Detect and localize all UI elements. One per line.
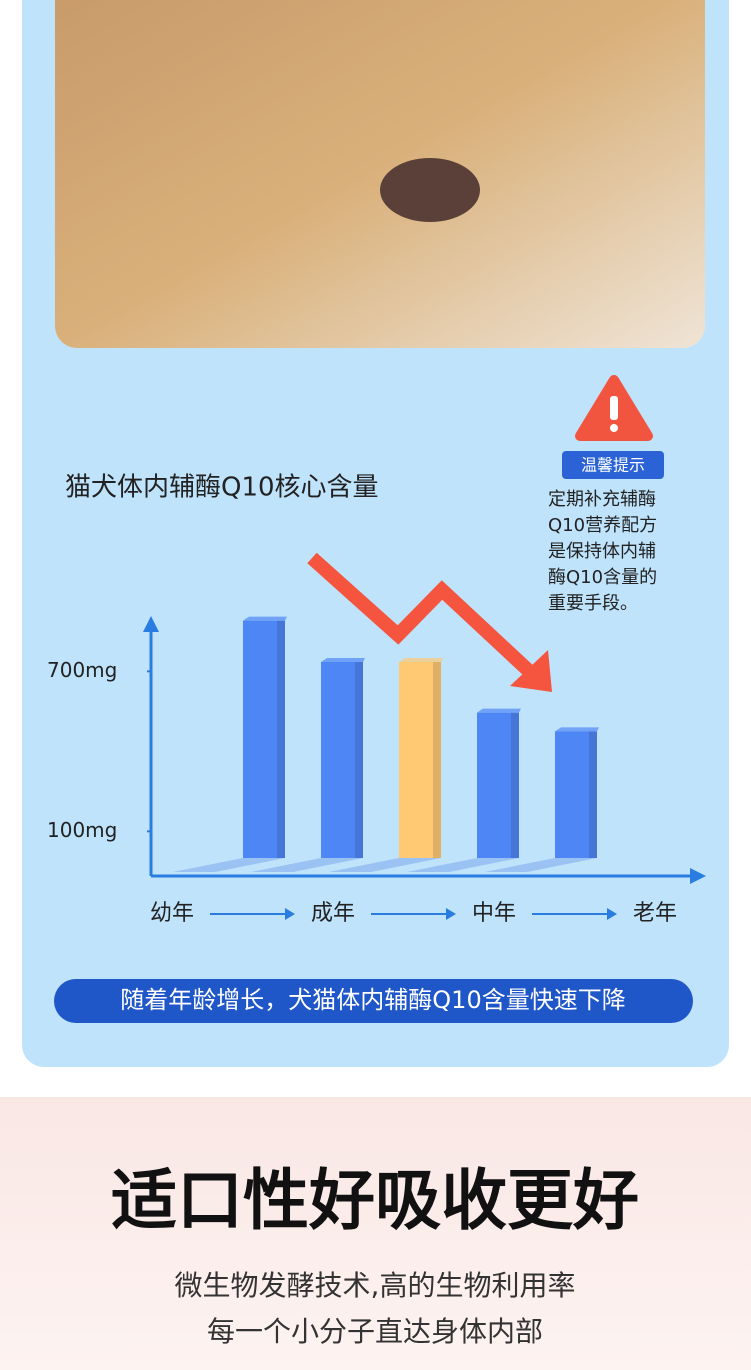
bar [399,662,441,858]
bar-side [355,662,363,858]
y-tick-label: 100mg [47,818,117,842]
chart: 100mg 700mg 幼年 成年 中年 老年 定期补充辅酶 Q10营养配方是保持体内辅酶Q1… [47,489,677,926]
note-line: 定期补充辅酶 [548,489,656,510]
section-title: 适口性好吸收更好 [111,1162,639,1239]
bar-cap [477,708,521,713]
section-bg [0,1097,751,1370]
note-line: Q10营养配方 [548,515,657,536]
stage-arrowhead [285,908,295,920]
bar-side [277,620,285,858]
chart-title: 猫犬体内辅酶Q10核心含量 [65,473,379,503]
note-line: 酶Q10含量的 [548,567,657,588]
bar-shadow [251,858,363,872]
stage-arrowhead [446,908,456,920]
trend-arrowhead [510,650,552,692]
bar-cap [243,616,287,621]
warning-mark [610,396,618,420]
bar-side [589,731,597,858]
section-line: 每一个小分子直达身体内部 [207,1315,543,1348]
banner: 随着年龄增长，犬猫体内辅酶Q10含量快速下降 [120,986,625,1014]
pet-photo [55,0,705,348]
note-line: 是保持体内辅 [548,541,656,562]
stage-label: 幼年 [150,901,194,926]
bar-shadow [407,858,519,872]
x-axis-arrow [690,868,706,884]
warning-dot [610,424,618,432]
note-badge: 温馨提示 [581,456,645,475]
bar-side [433,662,441,858]
bar-cap [399,658,443,662]
photo-nose [380,158,480,222]
bar [243,620,285,858]
note-line: 重要手段。 [548,593,638,614]
note-badge-bg [562,451,664,479]
bar-shadow [485,858,597,872]
bar-side [511,712,519,858]
bar-cap [555,727,599,732]
stage-label: 中年 [472,901,516,926]
y-axis-arrow [143,616,159,632]
stage-label: 成年 [311,901,355,926]
bar [321,662,363,858]
section-line: 微生物发酵技术,高的生物利用率 [175,1269,576,1302]
stage-arrowhead [607,908,617,920]
banner-bg [54,979,693,1023]
bar [477,712,519,858]
trend-arrow [307,552,535,678]
bar [555,731,597,858]
y-tick-label: 700mg [47,658,117,682]
bar-shadow [329,858,441,872]
bar-cap [321,658,365,662]
bar-shadow [173,858,285,872]
stage-label: 老年 [633,901,677,926]
